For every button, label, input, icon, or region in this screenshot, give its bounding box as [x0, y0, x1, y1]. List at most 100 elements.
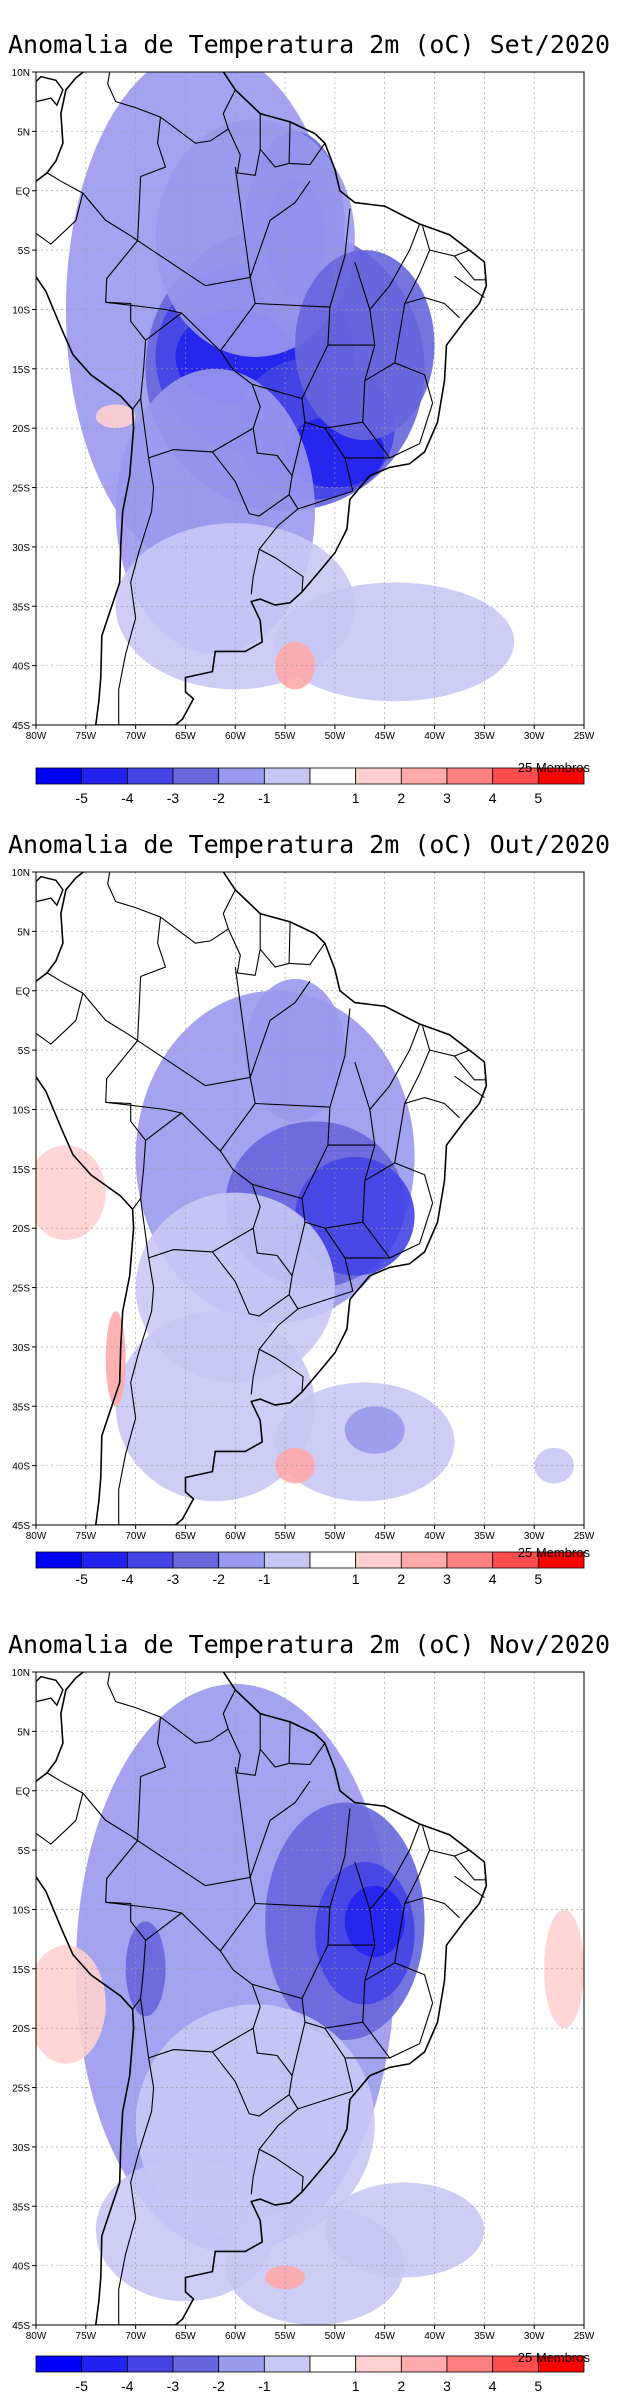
- border-line: [404, 1826, 431, 1904]
- colorbar-label: 2: [397, 790, 406, 806]
- lat-tick-label: EQ: [16, 987, 31, 998]
- colorbar-label: 5: [534, 790, 543, 806]
- lat-tick-label: 10N: [12, 68, 30, 79]
- colorbar-swatch: [400, 767, 448, 785]
- border-line: [362, 2021, 391, 2059]
- lat-tick-label: 30S: [12, 1343, 30, 1354]
- anomaly-region: [295, 1156, 415, 1276]
- border-line: [289, 1742, 326, 1766]
- colorbar-label: -2: [212, 790, 225, 806]
- coastline: [36, 72, 488, 725]
- border-line: [255, 1902, 330, 1908]
- lon-tick-label: 40W: [424, 2331, 445, 2342]
- border-line: [36, 1792, 84, 1845]
- colorbar-swatch: [81, 1551, 128, 1569]
- border-line: [259, 121, 291, 168]
- coastline: [36, 75, 64, 107]
- lon-tick-label: 30W: [524, 1531, 545, 1542]
- lon-tick-label: 30W: [524, 731, 545, 742]
- lat-tick-label: 35S: [12, 2202, 30, 2213]
- border-line: [344, 443, 420, 459]
- lon-tick-label: 65W: [175, 731, 196, 742]
- lat-tick-label: 30S: [12, 543, 30, 554]
- lat-tick-label: 25S: [12, 484, 30, 495]
- border-line: [364, 362, 434, 404]
- colorbar-labels: -5 -4 -3 -2 -1 1 2 3 4 5: [36, 2378, 584, 2396]
- lon-tick-label: 70W: [125, 2331, 146, 2342]
- anomaly-map: 80W 75W 70W 65W 60W 55W 50W 45W 40W 35W 30W 25W 10N 5…: [12, 68, 595, 785]
- border-line: [105, 1040, 147, 1210]
- border-line: [46, 1772, 142, 1842]
- colorbar-swatch: [309, 767, 357, 785]
- colorbar-label: -4: [121, 2378, 134, 2394]
- lat-tick-label: EQ: [16, 1787, 31, 1798]
- border-line: [107, 1672, 167, 1778]
- lon-tick-label: 45W: [374, 2331, 395, 2342]
- border-line: [404, 1026, 431, 1104]
- members-label: 25 Membros: [517, 1545, 590, 1560]
- colorbar-swatch: [309, 1551, 357, 1569]
- anomaly-region: [534, 1447, 575, 1484]
- colorbar-label: 1: [351, 1571, 360, 1587]
- map-frame: [35, 871, 585, 1526]
- colorbar-swatch: [355, 767, 402, 785]
- border-line: [234, 1766, 311, 1878]
- lat-tick-label: 40S: [12, 662, 30, 673]
- border-line: [140, 1912, 261, 2059]
- lat-tick-label: 35S: [12, 1402, 30, 1413]
- colorbar-swatch: [537, 767, 585, 785]
- border-line: [211, 2028, 293, 2117]
- border-line: [394, 1897, 460, 1963]
- border-line: [329, 208, 351, 308]
- colorbar-label: 3: [443, 790, 451, 806]
- border-line: [364, 1962, 434, 2004]
- border-line: [327, 1061, 376, 1146]
- border-line: [289, 942, 326, 966]
- anomaly-region: [245, 978, 345, 1122]
- lat-tick-label: 20S: [12, 424, 30, 435]
- colorbar-swatch: [446, 1551, 494, 1569]
- lat-tick-label: 35S: [12, 602, 30, 613]
- colorbar-label: -1: [258, 2378, 271, 2394]
- colorbar-label: 2: [397, 1571, 406, 1587]
- lon-tick-label: 75W: [76, 1531, 97, 1542]
- border-line: [259, 1721, 291, 1768]
- lon-tick-label: 40W: [424, 731, 445, 742]
- anomaly-region: [344, 1885, 405, 1957]
- lat-tick-label: 5S: [18, 246, 31, 257]
- colorbar-label: 5: [534, 2378, 543, 2394]
- colorbar-swatch: [400, 2355, 448, 2373]
- border-line: [250, 549, 260, 595]
- colorbar-swatch: [537, 2355, 585, 2373]
- border-line: [454, 275, 485, 299]
- border-line: [429, 1849, 470, 1857]
- lat-tick-label: 15S: [12, 1965, 30, 1976]
- colorbar-label: 4: [488, 2378, 497, 2394]
- lat-tick-label: 20S: [12, 1224, 30, 1235]
- border-line: [454, 1875, 485, 1899]
- lon-tick-label: 55W: [275, 1531, 296, 1542]
- lat-tick-label: 15S: [12, 1165, 30, 1176]
- border-line: [137, 240, 251, 287]
- colorbar-labels: -5 -4 -3 -2 -1 1 2 3 4 5: [36, 1571, 584, 1589]
- border-line: [250, 2149, 260, 2195]
- lat-tick-label: 15S: [12, 365, 30, 376]
- border-line: [454, 255, 487, 281]
- coastline: [36, 1675, 64, 1707]
- colorbar-swatch: [35, 1551, 83, 1569]
- lon-tick-label: 35W: [474, 2331, 495, 2342]
- anomaly-region: [36, 1945, 106, 2064]
- lat-tick-label: 10S: [12, 305, 30, 316]
- lat-tick-label: 5N: [17, 127, 30, 138]
- border-line: [362, 421, 391, 459]
- panel-title: Anomalia de Temperatura 2m (oC) Out/2020: [7, 830, 611, 859]
- border-line: [344, 1243, 420, 1259]
- colorbar-swatch: [355, 1551, 402, 1569]
- border-line: [454, 1855, 487, 1881]
- lon-tick-label: 50W: [325, 1531, 346, 1542]
- border-line: [118, 457, 155, 725]
- border-line: [454, 1075, 485, 1099]
- colorbar-label: 4: [488, 1571, 497, 1587]
- panel-set: Anomalia de Temperatura 2m (oC) Set/2020…: [0, 0, 618, 806]
- lat-tick-label: 5N: [17, 1727, 30, 1738]
